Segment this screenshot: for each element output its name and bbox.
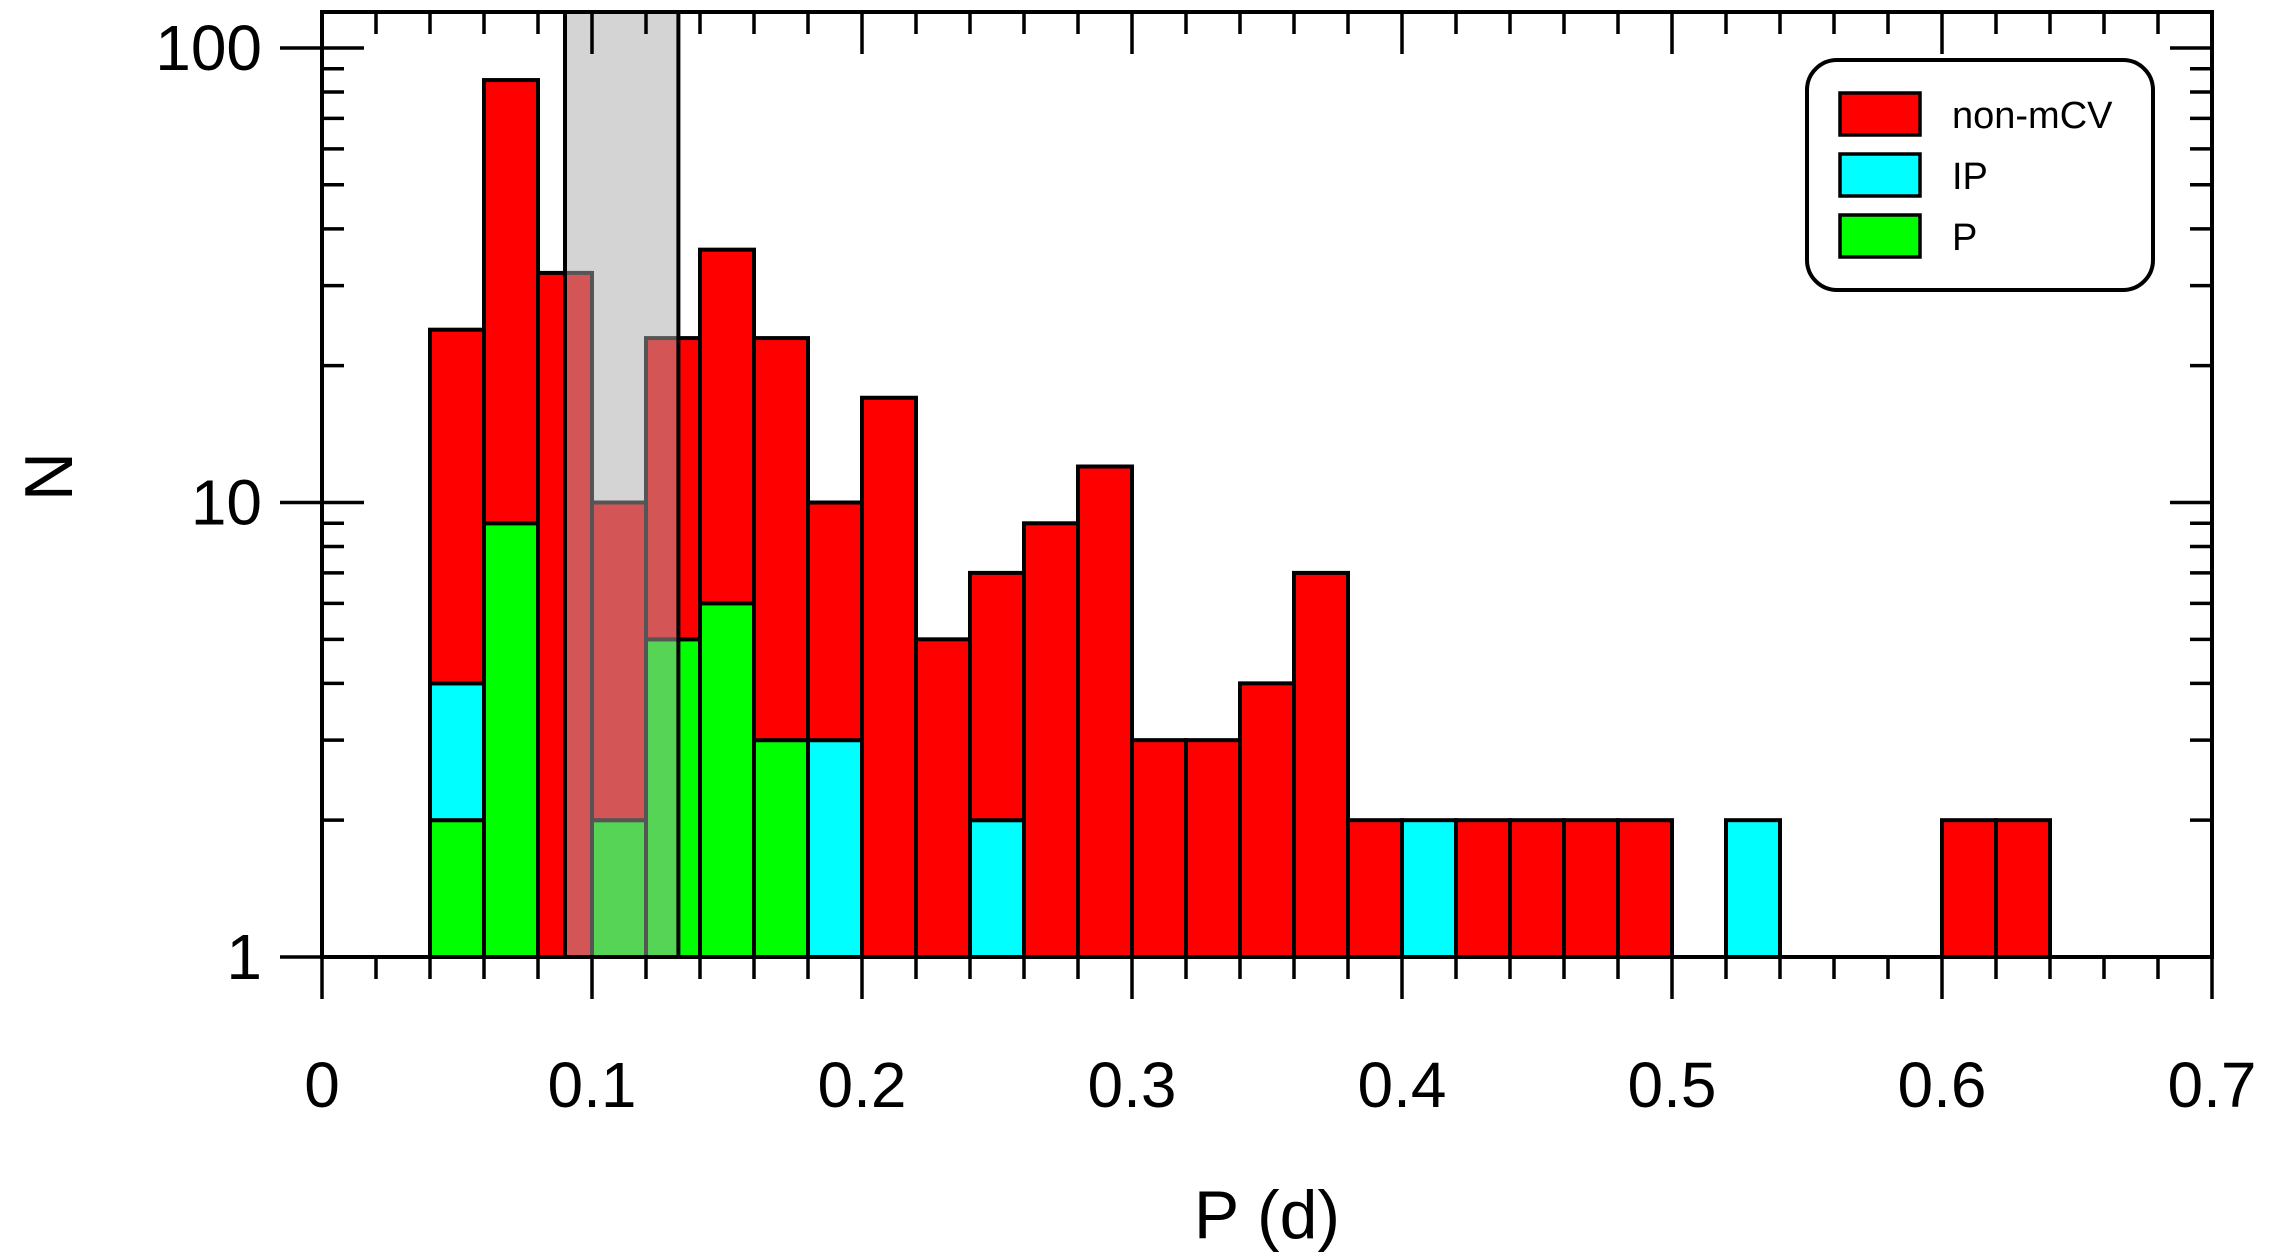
x-tick-label: 0	[304, 1049, 340, 1121]
bar-non-mcv	[806, 500, 864, 743]
bar-non-mcv	[1616, 818, 1674, 959]
period-gap-band	[563, 10, 681, 959]
legend-swatch-non-mcv	[1838, 91, 1922, 137]
axes-layer: 0 0.1 0.2 0.3 0.4 0.5 0.6 0.7 1 10 100 P (d) N	[11, 10, 2257, 1253]
plot-frame	[320, 10, 2214, 959]
bar-non-mcv	[1994, 818, 2052, 959]
x-axis-title: P (d)	[1194, 1177, 1340, 1253]
legend-swatch-ip	[1838, 152, 1922, 198]
bar-non-mcv	[1130, 738, 1188, 960]
legend-swatch-p	[1838, 213, 1922, 259]
y-tick-label: 10	[191, 466, 262, 538]
bar-non-mcv	[428, 327, 486, 686]
bar-non-mcv	[1238, 681, 1296, 959]
bar-non-mcv	[1184, 738, 1242, 960]
legend-label-ip: IP	[1952, 156, 1988, 198]
x-tick-label: 0.4	[1358, 1049, 1447, 1121]
bar-non-mcv	[752, 336, 810, 743]
bar-non-mcv	[1076, 464, 1134, 959]
bar-non-mcv	[1454, 818, 1512, 959]
y-tick-label: 100	[155, 12, 262, 84]
bar-non-mcv	[968, 570, 1026, 823]
legend-label-non-mcv: non-mCV	[1952, 95, 2113, 137]
x-tick-label: 0.1	[548, 1049, 637, 1121]
x-tick-label: 0.6	[1898, 1049, 1987, 1121]
bar-non-mcv	[1022, 521, 1080, 959]
bar-non-mcv	[914, 637, 972, 960]
y-tick-label: 1	[226, 921, 262, 993]
x-tick-label: 0.3	[1088, 1049, 1177, 1121]
bar-non-mcv	[860, 395, 918, 959]
legend-label-p: P	[1952, 217, 1977, 259]
bar-p	[428, 818, 486, 959]
bar-p	[752, 738, 810, 960]
period-gap-shading-layer	[563, 10, 681, 959]
bar-non-mcv	[1346, 818, 1404, 959]
bar-ip	[1400, 818, 1458, 959]
bars-layer	[428, 78, 2052, 960]
x-tick-label: 0.2	[818, 1049, 907, 1121]
y-axis-title: N	[11, 452, 87, 501]
bar-p	[698, 601, 756, 960]
bar-ip	[968, 818, 1026, 959]
bar-non-mcv	[1562, 818, 1620, 959]
x-tick-label: 0.5	[1628, 1049, 1717, 1121]
bar-ip	[806, 738, 864, 960]
bar-non-mcv	[1940, 818, 1998, 959]
bar-non-mcv	[482, 78, 540, 526]
bar-non-mcv	[1292, 570, 1350, 959]
bar-non-mcv	[1508, 818, 1566, 959]
x-tick-label: 0.7	[2168, 1049, 2257, 1121]
bar-p	[482, 521, 540, 959]
bar-non-mcv	[698, 247, 756, 606]
legend: non-mCV IP P	[1805, 58, 2155, 292]
bar-ip	[1724, 818, 1782, 959]
bar-ip	[428, 681, 486, 823]
